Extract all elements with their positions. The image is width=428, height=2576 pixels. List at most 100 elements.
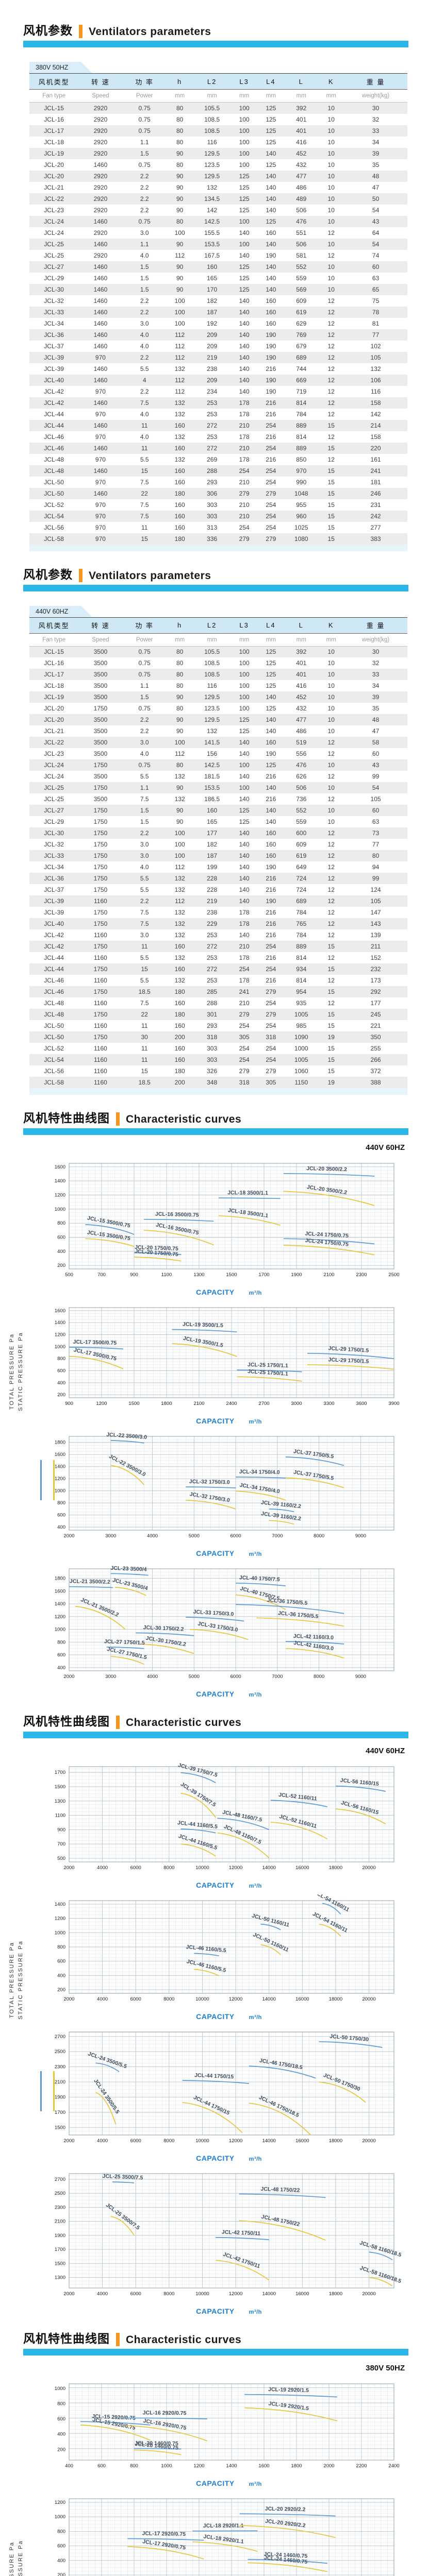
curve-total — [322, 1903, 341, 1914]
cell: 10 — [327, 682, 335, 689]
table-row: JCL-32 1750 3.0 100 182 140 160 609 12 77 — [29, 839, 407, 850]
curve-total — [236, 1477, 286, 1479]
cell: 1750 — [93, 1011, 108, 1018]
cell: JCL-24 — [44, 773, 64, 780]
cell: 2.2 — [140, 195, 149, 202]
cell: 100 — [239, 217, 250, 225]
cell: 80 — [176, 127, 184, 134]
column-subheader: mm — [175, 93, 185, 99]
cell: 177 — [207, 829, 218, 837]
cell: 160 — [266, 297, 276, 304]
cell: 140 — [266, 240, 276, 248]
cell: JCL-25 — [44, 795, 64, 803]
table-row: JCL-25 3500 7.5 132 186.5 140 216 736 12 105 — [29, 793, 407, 805]
cell: 54 — [372, 206, 380, 214]
section-header: 风机特性曲线图 Characteristic curves — [23, 1108, 408, 1126]
cell: 106 — [370, 376, 381, 384]
chart-svg-b2: 200 400 600 800 1000 1200 1400 2000 4000 6000 8000… — [55, 1889, 394, 2002]
y-tick-label: 400 — [57, 1524, 65, 1530]
cell: 125 — [266, 671, 276, 678]
cell: 303 — [207, 1056, 218, 1063]
cell: 12 — [327, 297, 335, 304]
y-tick-label: 800 — [57, 1639, 65, 1645]
cell: 279 — [239, 489, 250, 497]
cell: 241 — [239, 988, 250, 995]
x-tick-label: 4000 — [147, 1674, 158, 1680]
column-header: L4 — [266, 77, 276, 86]
cell: 147 — [370, 909, 381, 916]
table-row: JCL-50 970 7.5 160 293 210 254 990 15 181 — [29, 477, 407, 488]
cell: 170 — [207, 285, 218, 293]
cell: 190 — [266, 387, 276, 395]
table-row: JCL-42 970 2.2 112 234 140 190 719 12 116 — [29, 386, 407, 397]
section-header: 风机特性曲线图 Characteristic curves — [23, 1711, 408, 1729]
curve-total — [143, 1218, 214, 1222]
y-tick-label: 900 — [57, 1827, 65, 1833]
cell: 3.0 — [140, 229, 149, 236]
table-row: JCL-50 1460 22 180 306 279 279 1048 15 246 — [29, 487, 407, 499]
cell: 1160 — [94, 897, 107, 905]
x-tick-label: 1200 — [193, 2463, 204, 2469]
table-footer-strip — [29, 1088, 407, 1095]
x-tick-label: 4000 — [147, 1533, 158, 1539]
y-tick-label: 1400 — [55, 1464, 65, 1470]
curve-static — [244, 2407, 338, 2421]
table-header-row-zh: 风机类型 转 速 功 率 h L2 L3 L4 L K 重 量 — [29, 73, 407, 90]
cell: 47 — [372, 183, 380, 191]
x-tick-label: 14000 — [262, 2291, 275, 2297]
cell: 216 — [266, 433, 276, 440]
cell: JCL-39 — [44, 365, 64, 372]
cell: 814 — [296, 399, 307, 406]
cell: JCL-17 — [44, 671, 64, 678]
cell: 80 — [176, 761, 184, 769]
cell: 765 — [296, 920, 307, 927]
table-row: JCL-37 1750 5.5 132 228 140 216 724 12 124 — [29, 884, 407, 895]
table-row: JCL-21 3500 2.2 90 132 125 140 486 10 47 — [29, 725, 407, 737]
cell: 1.5 — [140, 274, 149, 282]
cell: 100 — [239, 761, 250, 769]
curve-total — [126, 2417, 207, 2419]
cell: 15 — [327, 467, 335, 474]
cell: 132 — [174, 886, 185, 893]
capacity-axis-label: CAPACITY m³/h — [30, 1288, 428, 1296]
cell: 1160 — [94, 1056, 107, 1063]
capacity-word: CAPACITY — [196, 1690, 235, 1698]
cell: 160 — [207, 263, 218, 270]
cell: 272 — [207, 965, 218, 973]
cell: 165 — [207, 818, 218, 825]
section-title-en: Ventilators parameters — [89, 569, 211, 582]
cell: 7.5 — [140, 478, 149, 486]
column-subheader: Fan type — [42, 93, 66, 99]
cell: JCL-37 — [44, 886, 64, 893]
column-subheader: mm — [296, 93, 306, 99]
cell: 90 — [176, 807, 184, 814]
cell: 970 — [95, 501, 106, 509]
cell: 65 — [372, 285, 380, 293]
cell: 161 — [370, 455, 381, 463]
cell: 3.0 — [140, 931, 149, 939]
cell: 216 — [266, 886, 276, 893]
table-row: JCL-46 1750 18.5 180 285 241 279 954 15 292 — [29, 986, 407, 997]
cell: 4.0 — [140, 863, 149, 871]
x-tick-label: 20000 — [362, 1996, 375, 2002]
column-subheader: mm — [207, 636, 217, 643]
cell: 140 — [239, 829, 250, 837]
cell: 255 — [370, 1045, 381, 1052]
cell: JCL-34 — [44, 319, 64, 327]
cell: 10 — [327, 807, 335, 814]
curve-static — [143, 1229, 214, 1246]
cell: 486 — [296, 183, 307, 191]
table-row: JCL-50 1750 30 200 318 305 318 1090 19 350 — [29, 1031, 407, 1043]
cell: 142.5 — [204, 217, 220, 225]
cell: 1750 — [93, 784, 108, 791]
cell: 125 — [266, 138, 276, 146]
curve-label: JCL-27 1750/1.5 — [104, 1638, 145, 1646]
cell: 210 — [239, 478, 250, 486]
cell: 0.75 — [138, 648, 151, 656]
cell: 669 — [296, 376, 307, 384]
curve-total — [186, 1486, 236, 1488]
cell: 318 — [207, 1033, 218, 1041]
cell: 254 — [266, 501, 276, 509]
cell: 326 — [207, 1067, 218, 1075]
table-row: JCL-36 1750 5.5 132 228 140 216 724 12 99 — [29, 873, 407, 884]
